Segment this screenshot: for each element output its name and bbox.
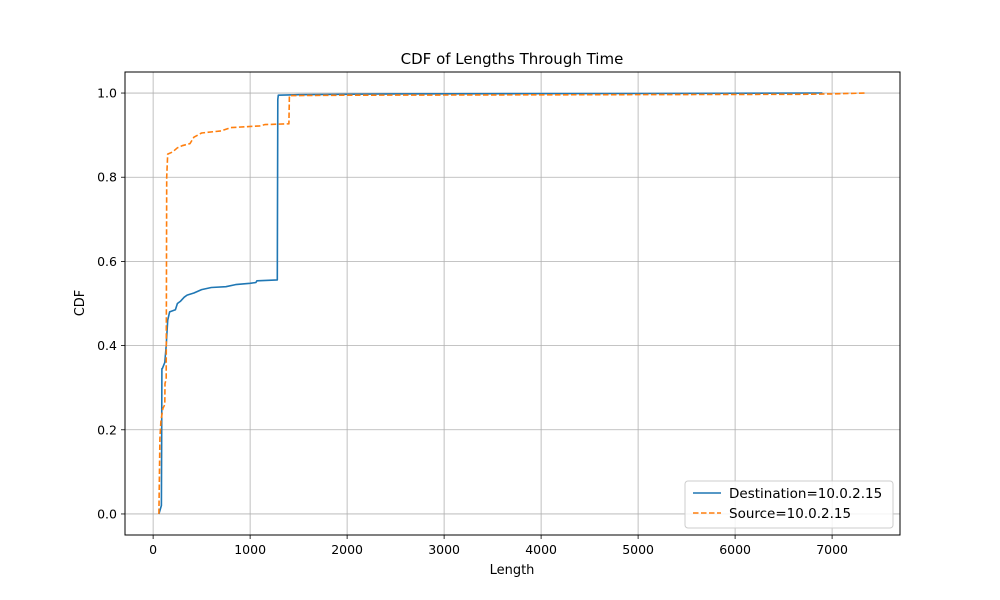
x-tick-label: 7000 xyxy=(816,542,848,557)
y-tick-label: 0.0 xyxy=(97,506,117,521)
plot-frame xyxy=(124,71,901,536)
y-tick-label: 0.6 xyxy=(97,254,117,269)
x-axis-label: Length xyxy=(490,563,535,578)
y-tick-label: 1.0 xyxy=(97,86,117,101)
x-tick-label: 2000 xyxy=(331,542,363,557)
x-tick-label: 6000 xyxy=(719,542,751,557)
series-line xyxy=(158,92,867,515)
legend: Destination=10.0.2.15 Source=10.0.2.15 xyxy=(684,480,894,529)
legend-label: Destination=10.0.2.15 xyxy=(729,486,882,502)
y-axis-label: CDF xyxy=(73,290,88,317)
y-tick-label: 0.2 xyxy=(97,422,117,437)
axis-ticks: 0 1000 2000 3000 4000 5000 6000 7000 0.0 0.2 0.4 0.… xyxy=(97,86,848,557)
chart-title: CDF of Lengths Through Time xyxy=(401,50,624,68)
x-tick-label: 5000 xyxy=(622,542,654,557)
legend-box xyxy=(684,480,894,529)
y-tick-label: 0.8 xyxy=(97,170,117,185)
y-tick-label: 0.4 xyxy=(97,338,117,353)
series-line xyxy=(158,92,823,515)
x-tick-label: 4000 xyxy=(525,542,557,557)
legend-label: Source=10.0.2.15 xyxy=(729,506,851,522)
x-tick-label: 0 xyxy=(149,542,157,557)
x-tick-label: 3000 xyxy=(428,542,460,557)
series-layer xyxy=(158,92,867,515)
x-tick-label: 1000 xyxy=(234,542,266,557)
